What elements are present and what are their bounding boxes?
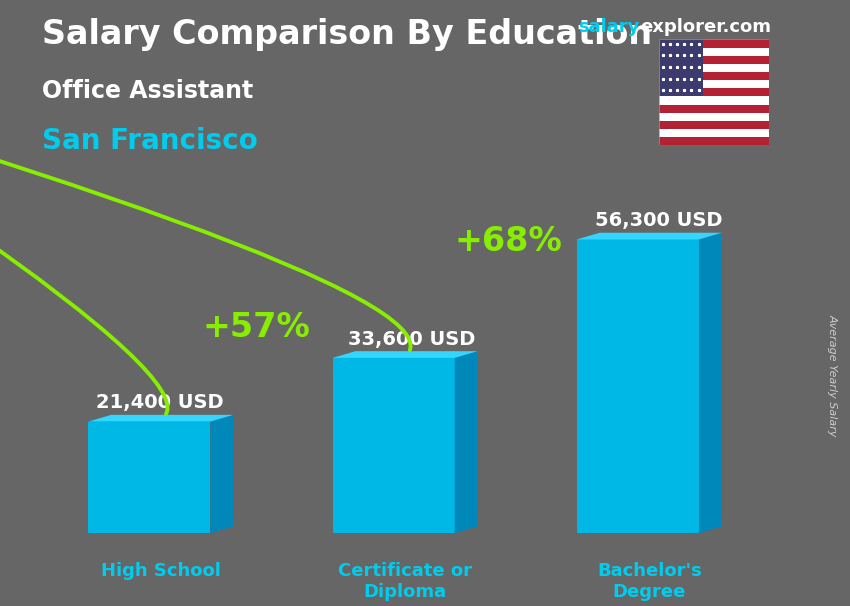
Text: 56,300 USD: 56,300 USD <box>595 211 722 230</box>
Text: San Francisco: San Francisco <box>42 127 258 155</box>
Bar <box>88 422 211 533</box>
Bar <box>659 121 769 129</box>
Bar <box>659 39 769 47</box>
Polygon shape <box>88 415 233 422</box>
Polygon shape <box>455 351 478 533</box>
Bar <box>577 239 699 533</box>
Polygon shape <box>699 233 722 533</box>
Bar <box>659 129 769 138</box>
Text: High School: High School <box>101 562 221 580</box>
Bar <box>659 138 769 145</box>
Text: 33,600 USD: 33,600 USD <box>348 330 475 348</box>
Bar <box>659 72 769 80</box>
Bar <box>659 64 769 72</box>
Text: Salary Comparison By Education: Salary Comparison By Education <box>42 18 653 51</box>
Text: Average Yearly Salary: Average Yearly Salary <box>827 315 837 437</box>
Bar <box>659 47 769 56</box>
Bar <box>659 80 769 88</box>
Polygon shape <box>577 233 722 239</box>
Text: 21,400 USD: 21,400 USD <box>96 393 224 412</box>
Polygon shape <box>332 351 478 358</box>
Bar <box>659 39 703 96</box>
Bar <box>659 105 769 113</box>
Polygon shape <box>211 415 233 533</box>
Bar <box>659 56 769 64</box>
Text: +57%: +57% <box>202 311 310 344</box>
Bar <box>659 113 769 121</box>
Text: +68%: +68% <box>454 225 562 258</box>
Bar <box>332 358 455 533</box>
Text: salary: salary <box>578 18 639 36</box>
Text: Office Assistant: Office Assistant <box>42 79 254 103</box>
Bar <box>659 88 769 96</box>
Text: Bachelor's
Degree: Bachelor's Degree <box>597 562 701 601</box>
Text: explorer.com: explorer.com <box>640 18 771 36</box>
Bar <box>659 96 769 105</box>
Text: Certificate or
Diploma: Certificate or Diploma <box>338 562 472 601</box>
